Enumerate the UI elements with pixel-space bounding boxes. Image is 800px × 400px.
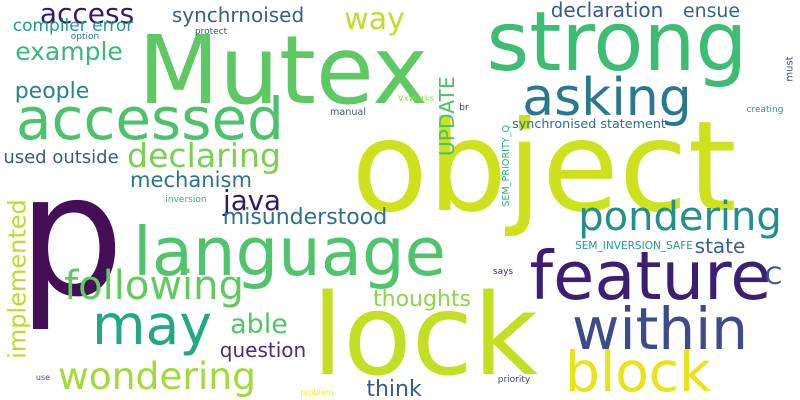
word-c: C	[765, 260, 782, 290]
word-update: UPDATE	[434, 76, 459, 156]
word-used-outside: used outside	[3, 147, 119, 168]
word-sem-inversion-safe: SEM_INVERSION_SAFE	[575, 239, 693, 252]
word-thoughts: thoughts	[373, 287, 471, 312]
word-accessed: accessed	[16, 85, 284, 153]
word-feature: feature	[529, 237, 772, 315]
word-strong: strong	[486, 0, 748, 90]
word-access: access	[39, 0, 135, 30]
word-block: block	[565, 340, 711, 400]
word-way: way	[344, 2, 405, 37]
word-pondering: pondering	[578, 194, 782, 240]
word-manual: manual	[330, 107, 366, 119]
word-mutex: Mutex	[138, 16, 428, 126]
word-p: p	[17, 138, 125, 334]
word-java: java	[223, 184, 281, 218]
word-implemented: implemented	[4, 199, 33, 359]
word-creating: creating	[746, 105, 784, 115]
word-question: question	[219, 338, 307, 362]
word-language: language	[133, 213, 446, 292]
word-misunderstood: misunderstood	[222, 205, 388, 230]
word-may: may	[92, 293, 212, 358]
word-ensue: ensue	[683, 0, 740, 22]
word-declaring: declaring	[127, 136, 281, 176]
word-synchrnoised: synchrnoised	[171, 3, 305, 27]
word-option: option	[70, 32, 100, 42]
word-compiler-error: compiler error	[12, 16, 134, 36]
word-sem-priority-q: SEM_PRIORITY_Q	[501, 125, 513, 207]
word-says: says	[492, 267, 514, 277]
word-must: must	[785, 56, 796, 82]
word-people: people	[14, 79, 90, 104]
word-inversion: inversion	[165, 195, 207, 205]
word-example: example	[15, 37, 123, 66]
word-declaration: declaration	[550, 0, 664, 22]
word-think: think	[366, 377, 422, 400]
word-following: following	[64, 263, 244, 309]
word-protect: protect	[194, 27, 228, 37]
word-use: use	[35, 373, 51, 382]
word-synchronised-statement: synchronised statement	[512, 116, 666, 132]
word-able: able	[230, 309, 288, 340]
word-br: br	[459, 103, 469, 113]
word-priority: priority	[497, 375, 531, 385]
word-problem: problem	[300, 388, 334, 397]
word-wondering: wondering	[58, 354, 256, 399]
word-asking: asking	[522, 68, 692, 128]
word-within: within	[572, 295, 748, 363]
word-lock: lock	[311, 271, 539, 400]
word-state: state	[694, 234, 746, 258]
word-vxworks: VxWorks	[398, 92, 434, 103]
word-mechanism: mechanism	[130, 167, 252, 193]
word-object: object	[351, 95, 737, 240]
